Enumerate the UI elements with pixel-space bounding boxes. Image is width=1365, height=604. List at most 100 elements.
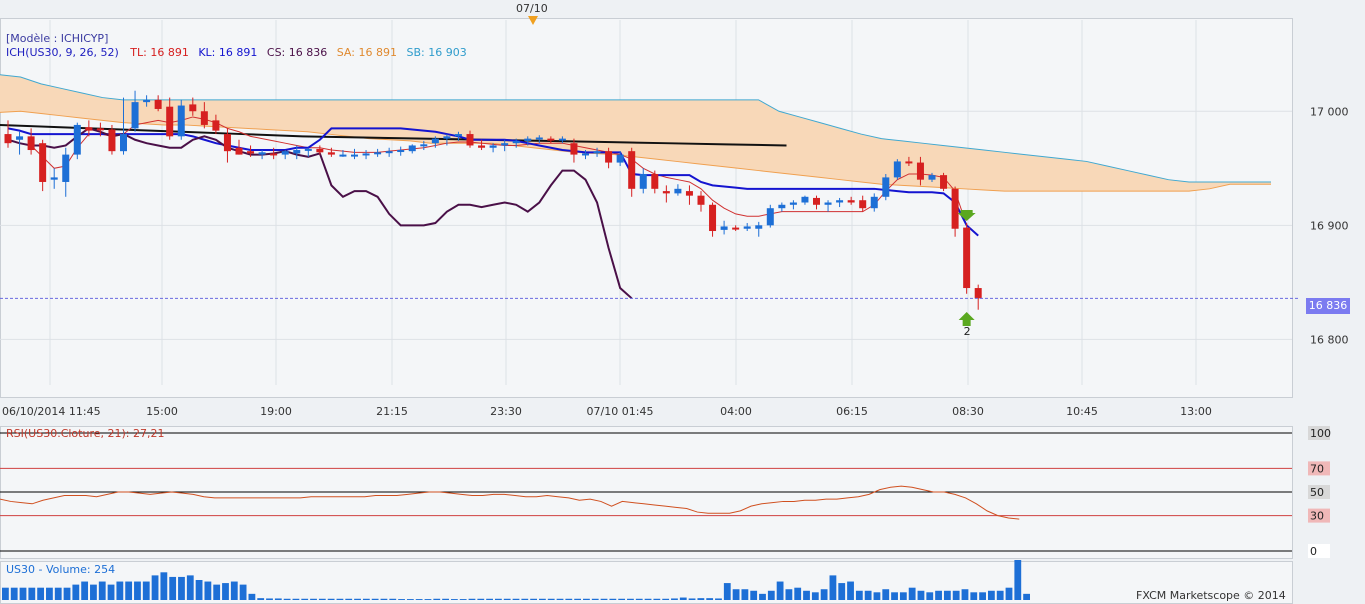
volume-bar	[583, 598, 590, 600]
candle-body	[870, 196, 878, 209]
volume-bar	[803, 590, 810, 600]
candle-body	[177, 105, 185, 137]
volume-bar	[776, 581, 784, 600]
cs-value: CS: 16 836	[266, 46, 328, 59]
sa-value: SA: 16 891	[336, 46, 397, 59]
volume-bar	[116, 581, 124, 600]
candle-body	[951, 188, 959, 229]
candle-body	[628, 151, 636, 189]
volume-bar	[556, 598, 564, 600]
candle-body	[593, 151, 601, 154]
volume-bar	[679, 597, 687, 600]
volume-bar	[389, 598, 397, 600]
trend-line	[0, 123, 787, 147]
volume-bar	[882, 589, 890, 600]
candle-body	[813, 197, 820, 205]
ichimoku-cloud-segment	[512, 99, 533, 148]
candle-body	[50, 177, 58, 180]
candle-body	[4, 134, 12, 144]
candle-body	[327, 152, 335, 155]
ichimoku-cloud-segment	[697, 99, 718, 166]
time-tick-label: 06:15	[836, 405, 868, 418]
candle-body	[316, 148, 324, 153]
volume-bar	[90, 584, 97, 600]
candle-body	[916, 162, 924, 180]
footer-copyright: FXCM Marketscope © 2014	[1136, 589, 1286, 602]
candle-body	[720, 226, 728, 230]
candle-body	[304, 148, 312, 151]
volume-bar	[230, 581, 238, 600]
price-chart-pane[interactable]	[0, 18, 1293, 398]
candle-body	[397, 150, 405, 153]
volume-bar	[609, 598, 617, 600]
candle-body	[501, 143, 509, 146]
volume-bar	[327, 598, 335, 600]
ichimoku-cloud-segment	[1066, 159, 1087, 192]
volume-bar	[732, 589, 740, 600]
volume-bar	[415, 599, 423, 600]
volume-bar	[908, 587, 916, 600]
ichimoku-cloud-segment	[758, 99, 779, 173]
candle-body	[247, 151, 255, 154]
volume-bar	[715, 598, 722, 600]
candle-body	[120, 134, 127, 152]
volume-bar	[591, 598, 599, 600]
ichimoku-cloud-segment	[451, 99, 472, 144]
volume-bar	[450, 599, 458, 600]
ichimoku-cloud-segment	[246, 99, 267, 130]
volume-legend: US30 - Volume: 254	[6, 563, 116, 576]
volume-bar	[266, 598, 273, 600]
candle-body	[431, 138, 439, 144]
ichimoku-cloud-segment	[102, 97, 123, 123]
indicator-legend: [Modèle : ICHICYP] ICH(US30, 9, 26, 52) …	[6, 32, 467, 60]
time-tick-label: 21:15	[376, 405, 408, 418]
candle-body	[408, 145, 416, 152]
candle-body	[709, 204, 717, 232]
time-tick-label: 07/10 01:45	[587, 405, 654, 418]
candle-body	[212, 120, 220, 131]
volume-bar	[864, 590, 872, 600]
candle-body	[755, 225, 763, 229]
date-marker-arrow-icon[interactable]	[528, 16, 538, 25]
ichimoku-cloud-segment	[205, 99, 226, 128]
volume-bar	[406, 599, 414, 600]
volume-bar	[785, 589, 793, 600]
senkou-a-line	[0, 110, 1271, 192]
rsi-level-label: 50	[1310, 486, 1324, 499]
sb-value: SB: 16 903	[406, 46, 467, 59]
volume-bar	[213, 584, 221, 600]
volume-bar	[987, 590, 995, 600]
volume-bar	[767, 590, 775, 600]
volume-bar	[46, 587, 53, 600]
ichimoku-cloud-segment	[348, 99, 369, 139]
volume-bar	[283, 598, 291, 600]
candle-body	[732, 227, 740, 230]
candle-body	[85, 127, 93, 131]
candle-body	[743, 226, 751, 229]
volume-bar	[81, 581, 89, 600]
volume-bar	[635, 598, 643, 600]
volume-bar	[442, 598, 449, 600]
candle-body	[235, 147, 243, 155]
candle-body	[166, 106, 174, 137]
volume-bar	[741, 589, 749, 600]
ichimoku-cloud-segment	[266, 99, 287, 131]
volume-bar	[503, 598, 511, 600]
candle-body	[27, 136, 35, 151]
ichimoku-cloud-segment	[922, 143, 943, 188]
rsi-level-badge	[1308, 508, 1330, 523]
signal-down-arrow-icon	[957, 210, 976, 221]
volume-bar	[292, 598, 300, 600]
volume-bar	[142, 581, 150, 600]
candle-body	[478, 145, 486, 148]
volume-bar	[19, 587, 27, 600]
ichimoku-cloud-segment	[1230, 181, 1251, 185]
candle-body	[62, 154, 70, 182]
volume-bar	[935, 590, 942, 600]
volume-bar	[697, 598, 705, 600]
rsi-level-badge	[1308, 461, 1330, 476]
candle-body	[847, 200, 855, 203]
volume-bar	[970, 592, 978, 600]
volume-bar	[653, 598, 661, 600]
ichimoku-cloud-segment	[1127, 170, 1148, 192]
